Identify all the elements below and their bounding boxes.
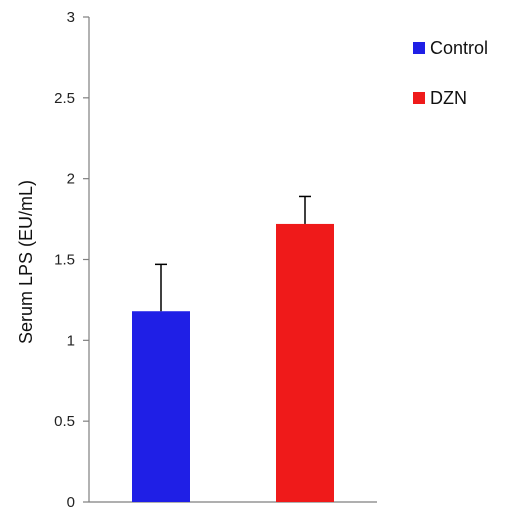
legend-label-control: Control bbox=[430, 38, 488, 58]
y-tick-label: 2 bbox=[67, 171, 75, 188]
y-tick-label: 0.5 bbox=[54, 413, 75, 430]
legend-label-dzn: DZN bbox=[430, 88, 467, 108]
bars bbox=[132, 223, 334, 502]
y-tick-label: 0 bbox=[67, 494, 75, 510]
y-tick-label: 1.5 bbox=[54, 252, 75, 269]
y-tick-label: 1 bbox=[67, 332, 75, 349]
y-tick-label: 2.5 bbox=[54, 90, 75, 107]
legend: Control DZN bbox=[413, 38, 488, 108]
bar-dzn bbox=[276, 223, 334, 502]
legend-swatch-dzn bbox=[413, 92, 425, 104]
bar-control bbox=[132, 311, 190, 502]
y-tick-label: 3 bbox=[67, 9, 75, 26]
legend-swatch-control bbox=[413, 42, 425, 54]
error-bars bbox=[155, 195, 311, 312]
y-axis-title: Serum LPS (EU/mL) bbox=[16, 180, 36, 344]
